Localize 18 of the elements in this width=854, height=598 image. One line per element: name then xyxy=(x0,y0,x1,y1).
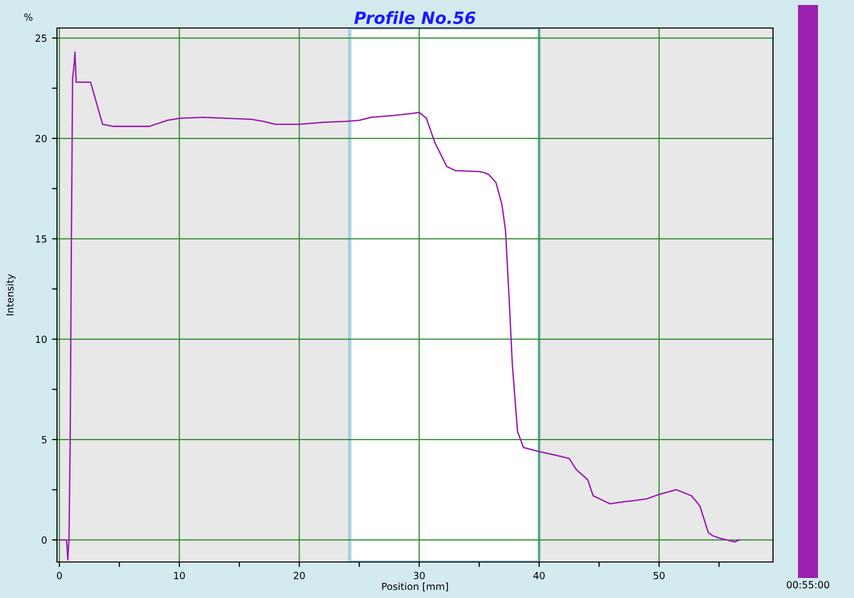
x-tick-label: 10 xyxy=(174,572,185,580)
text: 00:55:00 xyxy=(786,581,830,588)
x-tick-label: 40 xyxy=(533,572,545,580)
x-tick-label: 20 xyxy=(294,572,305,580)
chart-title: Profile No.56 xyxy=(354,11,476,24)
y-tick-label: 0 xyxy=(42,536,47,544)
x-tick-label: 30 xyxy=(414,572,425,580)
x-tick-label: 0 xyxy=(56,572,62,580)
y-tick-label: 25 xyxy=(36,34,46,42)
text: % xyxy=(24,13,32,21)
y-tick-label: 15 xyxy=(36,235,46,243)
y-tick-label: 20 xyxy=(36,134,47,142)
y-tick-label: 10 xyxy=(36,336,47,343)
y-axis-title: Intensity xyxy=(6,274,16,316)
line-series xyxy=(58,51,740,561)
y-tick-label: 5 xyxy=(42,436,46,444)
x-tick-label: 50 xyxy=(654,572,665,580)
x-axis-title: Position [mm] xyxy=(382,582,448,592)
